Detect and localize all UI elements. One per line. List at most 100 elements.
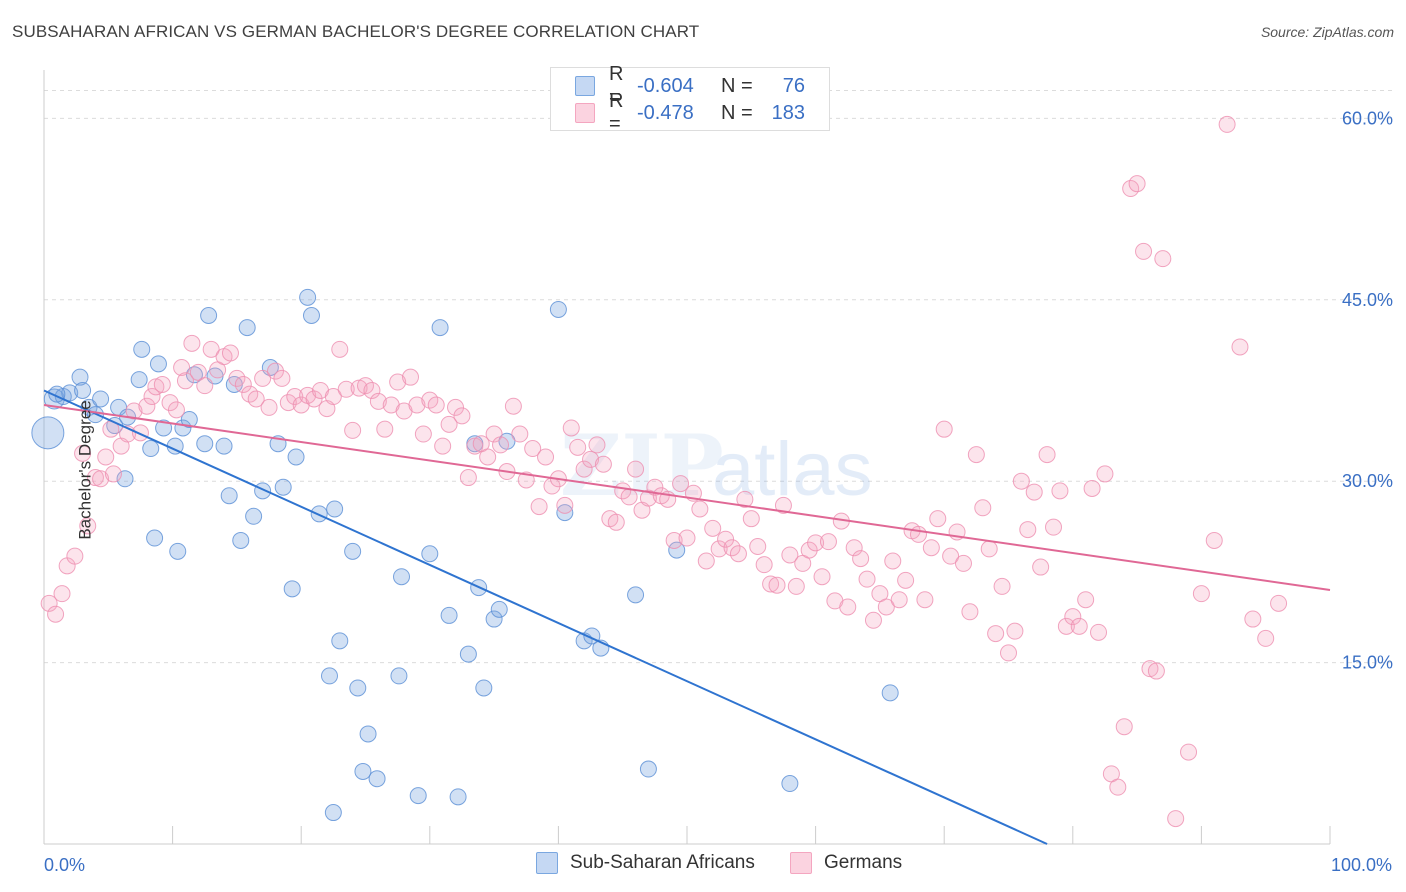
data-point-sub-saharan bbox=[238, 319, 256, 337]
data-point-germans bbox=[1051, 482, 1069, 500]
data-point-sub-saharan bbox=[627, 586, 645, 604]
data-point-germans bbox=[337, 380, 355, 398]
data-point-sub-saharan bbox=[668, 541, 686, 559]
data-point-germans bbox=[427, 396, 445, 414]
data-point-germans bbox=[562, 419, 580, 437]
data-point-germans bbox=[691, 500, 709, 518]
data-point-germans bbox=[897, 571, 915, 589]
data-point-germans bbox=[97, 448, 115, 466]
bottom-legend-label: Sub-Saharan Africans bbox=[570, 852, 755, 873]
data-point-germans bbox=[1141, 660, 1159, 678]
data-point-germans bbox=[147, 378, 165, 396]
series-sub-saharan-africans bbox=[31, 288, 899, 822]
data-point-sub-saharan bbox=[390, 667, 408, 685]
data-point-germans bbox=[1135, 242, 1153, 260]
data-point-germans bbox=[678, 529, 696, 547]
data-point-germans bbox=[762, 575, 780, 593]
data-point-germans bbox=[1231, 338, 1249, 356]
data-point-germans bbox=[800, 541, 818, 559]
data-point-germans bbox=[273, 369, 291, 387]
data-point-germans bbox=[286, 388, 304, 406]
data-point-sub-saharan bbox=[61, 384, 79, 402]
data-point-germans bbox=[909, 525, 927, 543]
data-point-germans bbox=[954, 554, 972, 572]
data-point-germans bbox=[1000, 644, 1017, 662]
data-point-germans bbox=[183, 334, 201, 352]
trend-lines bbox=[43, 389, 1331, 845]
data-point-sub-saharan bbox=[331, 632, 349, 650]
data-point-sub-saharan bbox=[299, 288, 317, 306]
bottom-legend-sub-saharan: Sub-Saharan Africans bbox=[536, 852, 755, 874]
data-point-germans bbox=[79, 517, 97, 535]
data-point-sub-saharan bbox=[354, 762, 372, 780]
data-point-germans bbox=[569, 438, 587, 456]
data-point-sub-saharan bbox=[215, 437, 233, 455]
data-point-sub-saharan bbox=[349, 679, 367, 697]
data-point-germans bbox=[40, 594, 58, 612]
data-point-sub-saharan bbox=[490, 600, 508, 618]
data-point-germans bbox=[729, 545, 747, 563]
data-point-germans bbox=[125, 402, 143, 420]
data-point-germans bbox=[376, 420, 394, 438]
data-point-germans bbox=[858, 570, 876, 588]
data-point-sub-saharan bbox=[485, 610, 503, 628]
data-point-sub-saharan bbox=[274, 478, 292, 496]
bottom-legend-swatch-blue bbox=[536, 852, 558, 874]
data-point-germans bbox=[53, 585, 71, 603]
legend-n-label: N = bbox=[721, 101, 753, 124]
data-point-germans bbox=[176, 372, 194, 390]
data-point-germans bbox=[331, 340, 349, 358]
data-point-sub-saharan bbox=[431, 319, 449, 337]
data-point-germans bbox=[1257, 629, 1275, 647]
legend-swatch-blue bbox=[575, 76, 595, 96]
source-credit: Source: ZipAtlas.com bbox=[1260, 24, 1394, 40]
legend-n-value: 76 bbox=[782, 74, 805, 97]
data-point-germans bbox=[749, 537, 767, 555]
data-point-sub-saharan bbox=[781, 775, 799, 793]
data-point-sub-saharan bbox=[368, 770, 386, 788]
legend-r-label: R = bbox=[609, 63, 624, 108]
data-point-sub-saharan bbox=[440, 606, 458, 624]
data-point-germans bbox=[1006, 622, 1024, 640]
data-point-germans bbox=[627, 460, 645, 478]
data-point-sub-saharan bbox=[549, 300, 567, 318]
data-point-sub-saharan bbox=[881, 684, 899, 702]
data-point-sub-saharan bbox=[146, 529, 164, 547]
data-point-sub-saharan bbox=[393, 568, 411, 586]
watermark: ZIP atlas bbox=[560, 416, 873, 515]
data-point-sub-saharan bbox=[232, 531, 250, 549]
data-point-germans bbox=[819, 533, 837, 551]
data-point-germans bbox=[1218, 115, 1236, 133]
data-point-sub-saharan bbox=[92, 390, 110, 408]
data-point-germans bbox=[916, 591, 934, 609]
data-point-germans bbox=[774, 496, 792, 514]
data-point-germans bbox=[588, 436, 606, 454]
data-point-germans bbox=[864, 611, 882, 629]
data-point-sub-saharan bbox=[302, 307, 320, 325]
trend-line-germans bbox=[43, 404, 1331, 592]
tick-labels: 15.0% 30.0% 45.0% 60.0% 0.0% 100.0% bbox=[44, 108, 1393, 875]
data-point-germans bbox=[530, 498, 548, 516]
data-point-germans bbox=[704, 519, 722, 537]
y-tick-label: 45.0% bbox=[1342, 290, 1393, 310]
data-point-sub-saharan bbox=[344, 542, 362, 560]
data-point-germans bbox=[47, 605, 65, 623]
data-point-sub-saharan bbox=[359, 725, 377, 743]
data-point-germans bbox=[1167, 810, 1185, 828]
data-point-germans bbox=[447, 398, 465, 416]
data-point-germans bbox=[942, 547, 960, 565]
data-point-germans bbox=[813, 568, 831, 586]
data-point-sub-saharan bbox=[169, 542, 187, 560]
data-point-germans bbox=[221, 344, 239, 362]
data-point-germans bbox=[1270, 594, 1288, 612]
data-point-germans bbox=[839, 598, 857, 616]
bottom-legend-label: Germans bbox=[824, 852, 903, 873]
legend-n-label: N = bbox=[721, 74, 753, 97]
data-point-germans bbox=[279, 394, 297, 412]
data-point-sub-saharan bbox=[71, 368, 89, 386]
data-point-germans bbox=[440, 415, 458, 433]
data-point-germans bbox=[363, 381, 381, 399]
data-point-germans bbox=[929, 510, 947, 528]
data-point-germans bbox=[768, 576, 786, 594]
